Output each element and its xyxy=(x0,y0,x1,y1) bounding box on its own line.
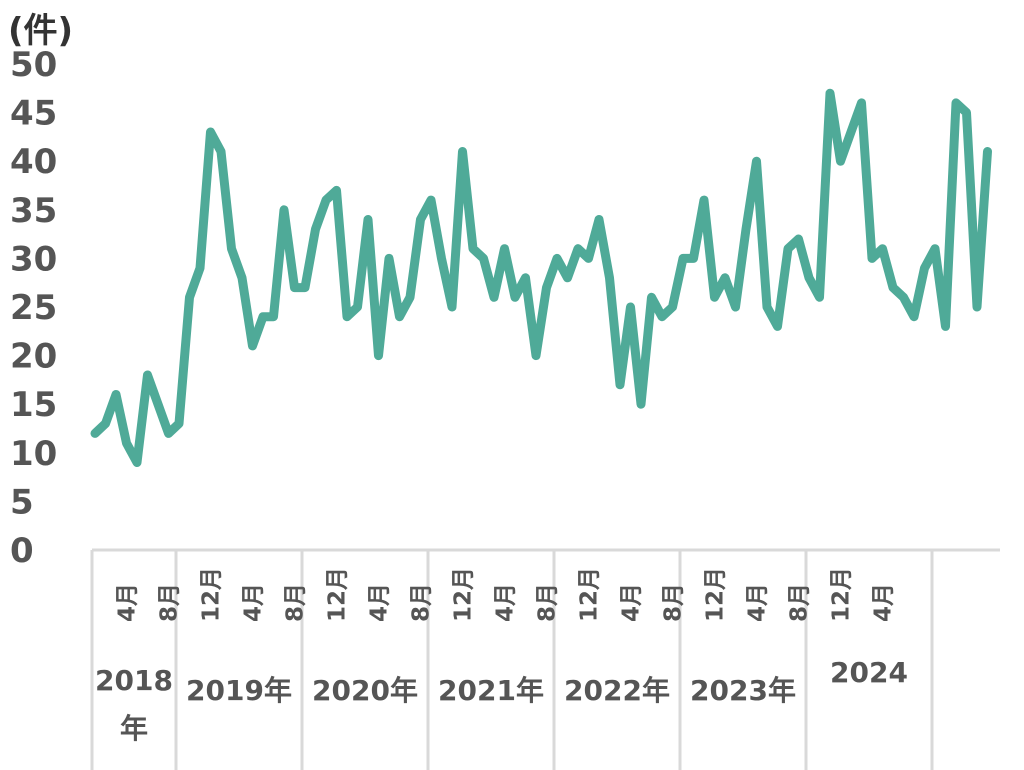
x-month-label: 4月 xyxy=(619,583,645,622)
y-tick-label: 10 xyxy=(10,434,57,474)
x-year-label: 2024 xyxy=(830,656,908,689)
x-month-label: 4月 xyxy=(871,583,897,622)
y-unit-label: (件) xyxy=(8,11,73,51)
x-month-label: 12月 xyxy=(325,567,351,622)
x-month-label: 8月 xyxy=(157,583,183,622)
y-tick-label: 35 xyxy=(10,191,57,231)
y-tick-label: 50 xyxy=(10,45,57,85)
x-month-label: 4月 xyxy=(115,583,141,622)
y-tick-label: 5 xyxy=(10,482,34,522)
x-month-label: 8月 xyxy=(535,583,561,622)
y-tick-label: 15 xyxy=(10,385,57,425)
x-year-label: 2020年 xyxy=(312,674,418,707)
x-year-label: 2018 xyxy=(95,664,173,697)
y-tick-label: 45 xyxy=(10,94,57,134)
y-tick-label: 40 xyxy=(10,142,57,182)
series-line xyxy=(90,88,992,467)
x-month-label: 12月 xyxy=(829,567,855,622)
x-month-label: 8月 xyxy=(661,583,687,622)
y-tick-label: 0 xyxy=(10,531,34,571)
x-month-label: 4月 xyxy=(241,583,267,622)
x-month-label: 4月 xyxy=(493,583,519,622)
x-month-label: 12月 xyxy=(703,567,729,622)
y-tick-label: 20 xyxy=(10,337,57,377)
x-year-label: 2023年 xyxy=(690,674,796,707)
x-year-label: 年 xyxy=(120,712,148,745)
x-month-label: 8月 xyxy=(787,583,813,622)
x-month-label: 4月 xyxy=(745,583,771,622)
x-month-label: 12月 xyxy=(451,567,477,622)
x-month-label: 8月 xyxy=(283,583,309,622)
x-month-label: 12月 xyxy=(199,567,225,622)
x-year-label: 2019年 xyxy=(186,674,292,707)
x-year-label: 2021年 xyxy=(438,674,544,707)
x-month-label: 8月 xyxy=(409,583,435,622)
x-year-label: 2022年 xyxy=(564,674,670,707)
x-axis: 4月 8月 12月 4月 8月 12月 4月 8月 12月 4月 8月 12月 4月 8月 12月 4月 8月 1… xyxy=(90,548,1000,770)
y-tick-label: 25 xyxy=(10,288,57,328)
series-group xyxy=(90,88,992,467)
x-month-label: 12月 xyxy=(577,567,603,622)
x-month-label: 4月 xyxy=(367,583,393,622)
y-tick-label: 30 xyxy=(10,239,57,279)
y-axis: 0 5 10 15 20 25 30 35 40 45 50 xyxy=(10,45,57,571)
